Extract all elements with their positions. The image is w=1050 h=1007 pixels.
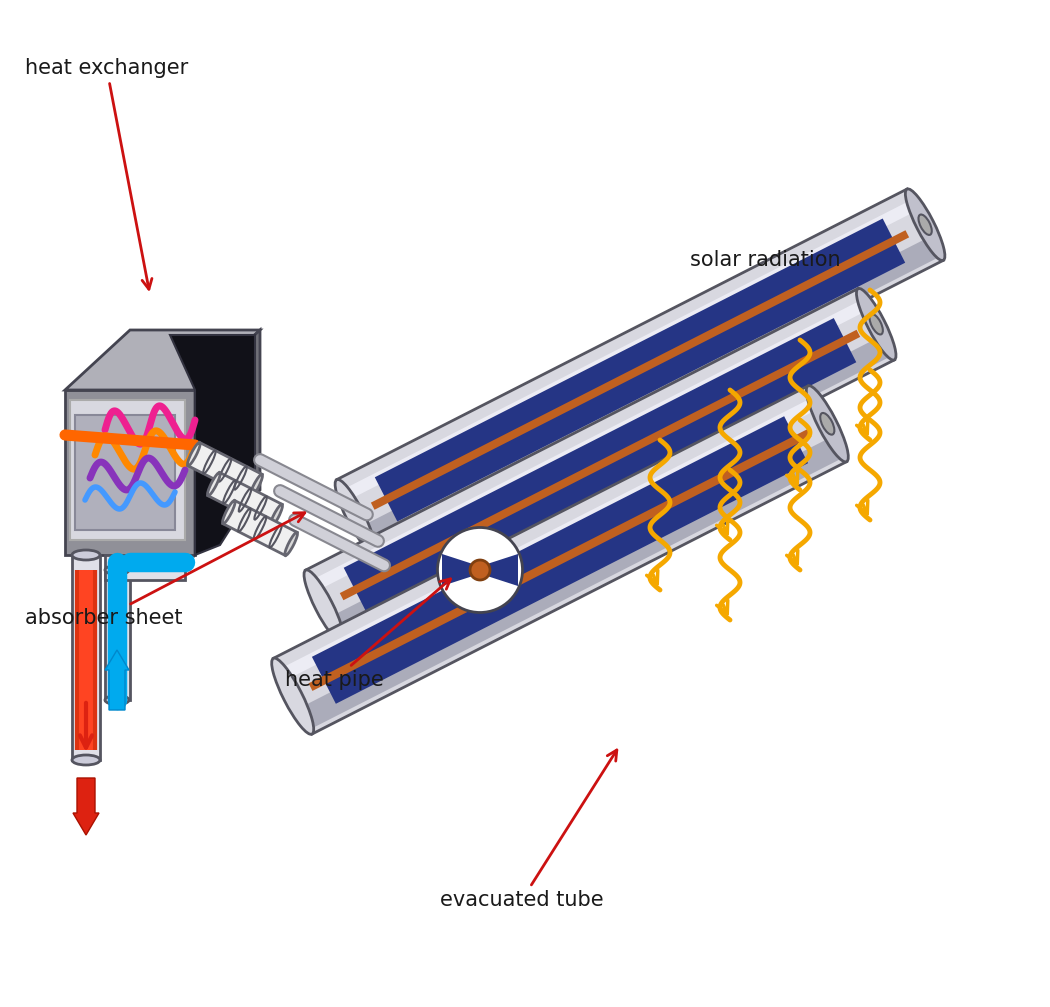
Ellipse shape: [223, 500, 235, 524]
Text: solar radiation: solar radiation: [690, 250, 841, 270]
Polygon shape: [72, 555, 100, 760]
Polygon shape: [105, 555, 185, 580]
Polygon shape: [309, 429, 812, 691]
Ellipse shape: [188, 442, 201, 466]
Ellipse shape: [905, 189, 945, 261]
Ellipse shape: [208, 472, 220, 495]
Ellipse shape: [438, 528, 523, 612]
Ellipse shape: [470, 560, 490, 580]
Ellipse shape: [105, 696, 129, 705]
Ellipse shape: [919, 214, 931, 235]
Polygon shape: [342, 199, 918, 500]
Polygon shape: [279, 397, 819, 681]
Ellipse shape: [857, 288, 896, 361]
Polygon shape: [195, 330, 260, 555]
Polygon shape: [208, 472, 282, 528]
Ellipse shape: [304, 570, 343, 641]
Polygon shape: [340, 329, 860, 600]
Polygon shape: [105, 570, 130, 700]
Polygon shape: [70, 400, 185, 540]
Ellipse shape: [105, 566, 129, 575]
Ellipse shape: [285, 533, 297, 556]
Polygon shape: [375, 219, 905, 522]
FancyArrow shape: [105, 650, 129, 710]
Ellipse shape: [820, 413, 835, 435]
Polygon shape: [273, 386, 846, 734]
Polygon shape: [312, 416, 808, 704]
Polygon shape: [299, 436, 844, 729]
Polygon shape: [65, 390, 195, 555]
Polygon shape: [371, 231, 909, 510]
Ellipse shape: [806, 386, 848, 462]
Text: heat pipe: heat pipe: [285, 579, 450, 690]
Polygon shape: [343, 318, 857, 612]
Text: evacuated tube: evacuated tube: [440, 750, 616, 910]
Ellipse shape: [335, 479, 375, 551]
Polygon shape: [75, 415, 175, 530]
Polygon shape: [223, 500, 297, 556]
Ellipse shape: [270, 505, 282, 528]
Text: absorber sheet: absorber sheet: [25, 513, 304, 628]
FancyArrow shape: [74, 778, 99, 835]
Polygon shape: [337, 189, 943, 551]
Ellipse shape: [72, 550, 100, 560]
Ellipse shape: [272, 659, 314, 734]
Polygon shape: [170, 335, 255, 555]
Ellipse shape: [869, 314, 883, 334]
Polygon shape: [361, 236, 941, 547]
Polygon shape: [330, 335, 892, 637]
Ellipse shape: [72, 755, 100, 765]
Ellipse shape: [250, 474, 262, 497]
Polygon shape: [306, 289, 895, 641]
Polygon shape: [65, 330, 260, 390]
Polygon shape: [484, 554, 518, 586]
Polygon shape: [188, 442, 262, 497]
Text: heat exchanger: heat exchanger: [25, 58, 188, 289]
Polygon shape: [442, 554, 476, 586]
Polygon shape: [311, 299, 868, 591]
